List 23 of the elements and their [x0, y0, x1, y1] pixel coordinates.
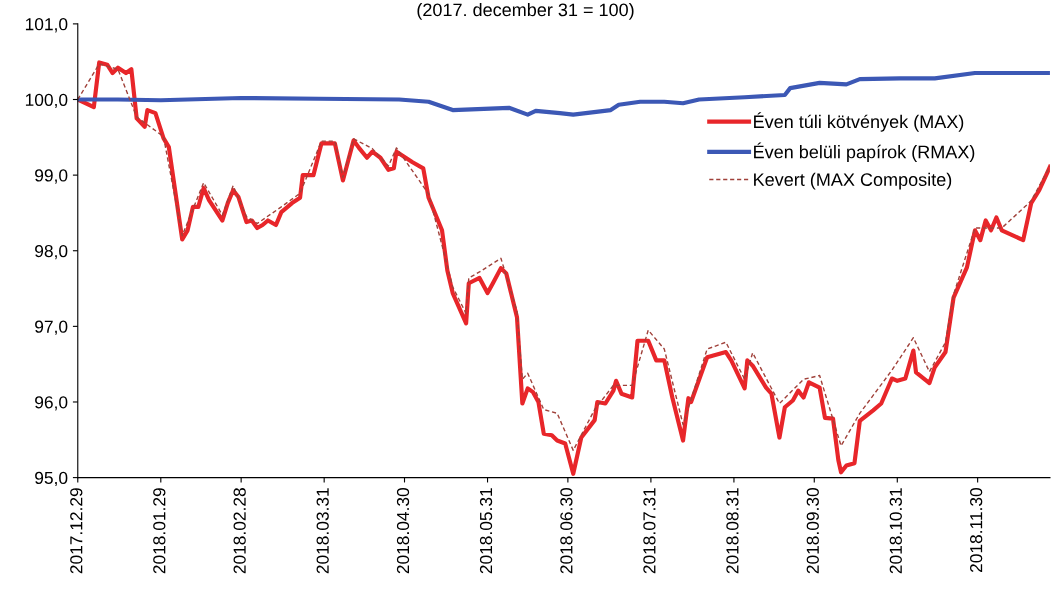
chart-subtitle: (2017. december 31 = 100) [417, 2, 634, 20]
x-tick-label: 2018.05.31 [479, 488, 493, 574]
y-tick-label: 96,0 [35, 396, 68, 411]
y-tick-label: 98,0 [35, 244, 68, 260]
x-tick-label: 2018.07.31 [643, 488, 656, 574]
legend-label: Éven belüli papírok (RMAX) [754, 142, 975, 162]
x-tick-label: 2018.09.30 [806, 487, 819, 574]
y-tick-label: 95,0 [35, 471, 68, 487]
legend-label: Éven túli kötvények (MAX) [754, 112, 964, 132]
x-tick-label: 2018.08.31 [726, 488, 739, 574]
x-tick-label: 2018.04.30 [396, 487, 410, 574]
y-tick-label: 101,0 [25, 18, 68, 33]
y-tick-label: 100,0 [25, 93, 68, 109]
x-tick-label: 2018.03.31 [316, 488, 329, 574]
x-tick-label: 2018.01.29 [153, 488, 166, 574]
x-tick-label: 2018.11.30 [970, 487, 983, 573]
y-tick-label: 97,0 [35, 320, 68, 335]
y-tick-label: 99,0 [35, 169, 68, 184]
x-tick-label: 2017.12.29 [70, 488, 83, 574]
x-tick-label: 2018.02.28 [233, 488, 246, 574]
x-tick-label: 2018.10.31 [889, 488, 902, 574]
x-tick-label: 2018.06.30 [560, 487, 573, 574]
legend-label: Kevert (MAX Composite) [754, 172, 952, 190]
